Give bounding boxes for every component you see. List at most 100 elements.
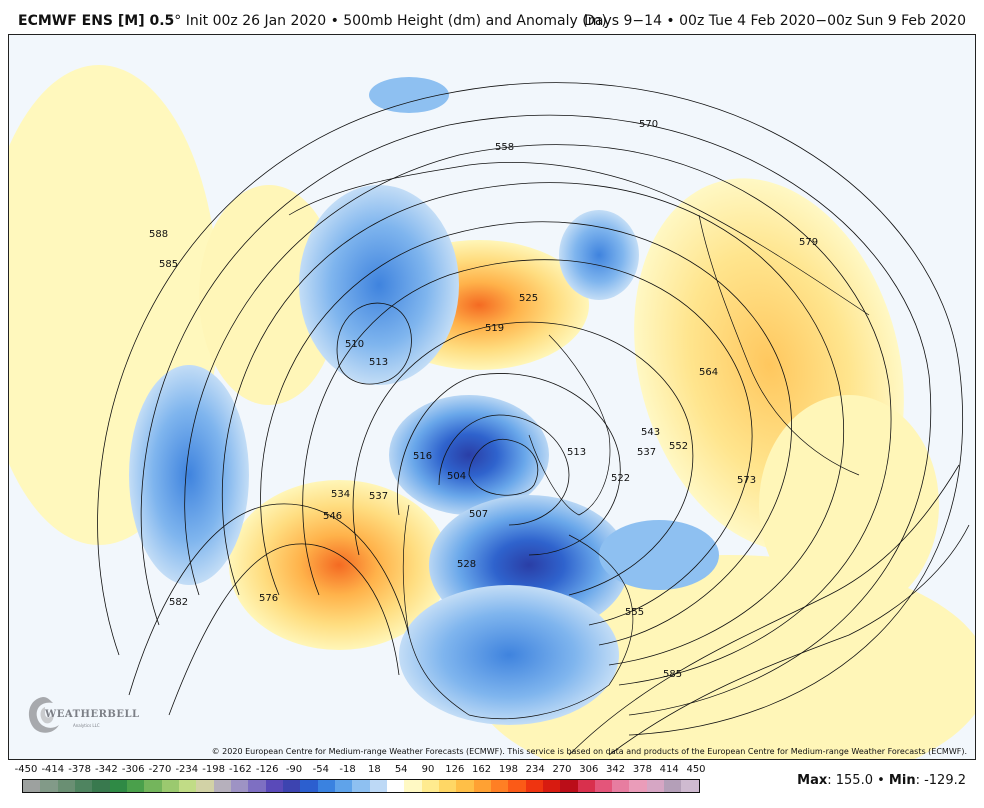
- logo-subtext: Analytics LLC: [73, 723, 100, 728]
- colorbar-swatch: [178, 780, 197, 792]
- colorbar-swatch: [352, 780, 370, 792]
- colorbar-tick-labels: -450 -414 -378 -342 -306 -270 -234 -198 -162 -126…: [15, 764, 706, 778]
- blue-anomaly-siberia: [299, 185, 459, 385]
- colorbar-swatch: [213, 780, 231, 792]
- colorbar-tick-label: -306: [121, 764, 145, 775]
- contour-value-labels: 558 570 579 588 585 510 513 525 519 516 …: [149, 119, 818, 680]
- colorbar-tick-label: -54: [312, 764, 329, 775]
- title-bar: ECMWF ENS [M] 0.5° Init 00z 26 Jan 2020 …: [0, 0, 984, 34]
- chart-title: ECMWF ENS [M] 0.5° Init 00z 26 Jan 2020 …: [18, 13, 607, 29]
- coast-eurasia: [288, 162, 870, 316]
- contour-label: 558: [495, 142, 514, 153]
- colorbar-swatch: [490, 780, 509, 792]
- colorbar-swatch: [265, 780, 283, 792]
- colorbar-swatch: [629, 780, 647, 792]
- colorbar-swatch: [334, 780, 353, 792]
- colorbar-swatch: [612, 780, 630, 792]
- blue-anomaly-scandinavia: [559, 210, 639, 300]
- height-contours: [97, 82, 970, 756]
- contour-label: 579: [799, 237, 818, 248]
- colorbar-swatch: [542, 780, 561, 792]
- colorbar-swatch: [594, 780, 613, 792]
- max-label: Max: [797, 773, 828, 788]
- contour-label: 576: [259, 593, 278, 604]
- colorbar-tick-label: 450: [686, 764, 706, 775]
- contour-inner-3: [438, 414, 570, 526]
- contour-label: 525: [519, 293, 538, 304]
- model-name: ECMWF ENS [M] 0.5: [18, 13, 175, 29]
- contour-atlantic-2: [608, 524, 970, 756]
- colorbar-swatch: [438, 780, 457, 792]
- colorbar-tick-label: -270: [148, 764, 172, 775]
- colorbar-swatch: [508, 780, 526, 792]
- contour-low-hudson: [468, 438, 539, 496]
- contour-label: 534: [331, 489, 350, 500]
- colorbar-tick-label: 18: [368, 764, 381, 775]
- blue-anomaly-arctic-north: [369, 77, 449, 113]
- contour-mid-1: [221, 182, 844, 666]
- contour-low-siberia: [336, 302, 412, 385]
- colorbar-swatch: [300, 780, 318, 792]
- separator: •: [872, 773, 889, 788]
- colorbar-swatch: [404, 780, 422, 792]
- colorbar-tick-label: 342: [606, 764, 626, 775]
- colorbar-swatch: [646, 780, 665, 792]
- yellow-anomaly-greenland-east: [759, 395, 939, 615]
- colorbar-tick-label: 378: [632, 764, 652, 775]
- contour-label: 522: [611, 473, 630, 484]
- contour-label: 519: [485, 323, 504, 334]
- colorbar-swatch: [109, 780, 127, 792]
- contour-label: 588: [149, 229, 168, 240]
- blue-anomaly-pacific: [129, 365, 249, 585]
- blue-anomaly-canada: [389, 395, 549, 515]
- min-label: Min: [888, 773, 916, 788]
- colorbar-swatch: [74, 780, 93, 792]
- orange-anomaly-pacific-ridge: [229, 480, 449, 650]
- colorbar-swatch: [664, 780, 682, 792]
- contour-outer-3: [184, 144, 892, 686]
- colorbar-swatch: [144, 780, 162, 792]
- contour-label: 516: [413, 451, 432, 462]
- contour-label: 585: [159, 259, 178, 270]
- colorbar-swatch: [161, 780, 179, 792]
- contour-pacific-1: [128, 503, 410, 696]
- colorbar-tick-label: 126: [445, 764, 465, 775]
- colorbar-swatch: [40, 780, 58, 792]
- contour-atlantic-1: [568, 464, 960, 756]
- colorbar-swatch: [681, 780, 699, 792]
- colorbar-tick-label: -342: [95, 764, 118, 775]
- colorbar-tick-label: 90: [421, 764, 435, 775]
- colorbar-tick-label: 54: [394, 764, 408, 775]
- contour-mid-3: [302, 259, 753, 626]
- blue-anomaly-atlantic: [599, 520, 719, 590]
- colorbar-tick-label: 270: [552, 764, 572, 775]
- contour-label: 537: [637, 447, 656, 458]
- logo-text: WEATHERBELL: [45, 709, 140, 720]
- colorbar-swatch: [577, 780, 595, 792]
- colorbar-swatch: [525, 780, 543, 792]
- colorbar-swatch: [473, 780, 491, 792]
- anomaly-shading: [9, 65, 975, 759]
- anomaly-map: 558 570 579 588 585 510 513 525 519 516 …: [9, 65, 975, 759]
- contour-label: 564: [699, 367, 718, 378]
- contour-pacific-2: [168, 543, 400, 716]
- copyright-notice: © 2020 European Centre for Medium-range …: [211, 747, 967, 756]
- colorbar-swatch: [317, 780, 335, 792]
- contour-mid-2: [260, 221, 792, 646]
- contour-label: 582: [169, 597, 188, 608]
- coast-north-america: [402, 504, 634, 720]
- colorbar-swatch: [92, 780, 110, 792]
- colorbar-tick-label: -90: [285, 764, 303, 775]
- colorbar-swatch: [196, 780, 214, 792]
- colorbar-tick-label: -162: [229, 764, 252, 775]
- colorbar-tick-label: -234: [175, 764, 199, 775]
- contour-outer-1: [97, 82, 964, 736]
- colorbar-swatch: [230, 780, 249, 792]
- colorbar-swatch: [23, 780, 41, 792]
- contour-inner-1: [352, 321, 694, 596]
- contour-label: 546: [323, 511, 342, 522]
- contour-label: 504: [447, 471, 466, 482]
- colorbar-tick-label: -18: [339, 764, 356, 775]
- colorbar-legend: -450 -414 -378 -342 -306 -270 -234 -198 -162 -126…: [15, 764, 706, 804]
- contour-label: 510: [345, 339, 364, 350]
